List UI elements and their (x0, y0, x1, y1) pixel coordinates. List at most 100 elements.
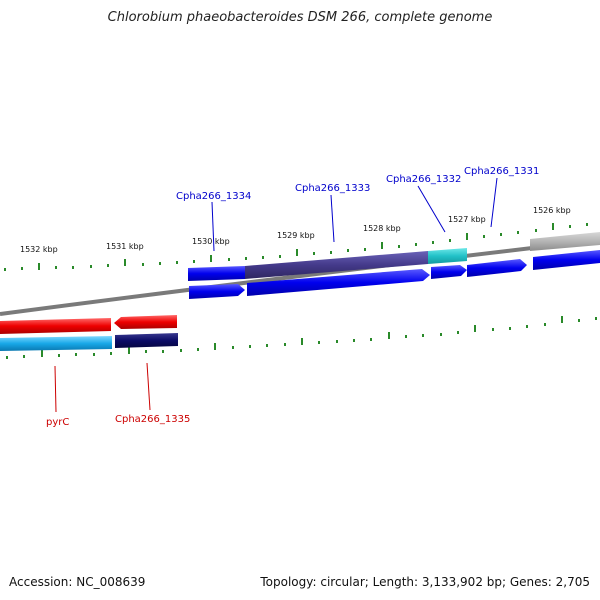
lower-tick-row (6, 316, 597, 359)
tick-mark (145, 350, 147, 353)
cds-arrow-1334[interactable] (189, 284, 245, 299)
tick-mark (415, 243, 417, 246)
tick-mark (128, 347, 130, 354)
tick-mark (432, 241, 434, 244)
tick-mark (21, 267, 23, 270)
reverse-cds-track (0, 315, 177, 334)
tick-mark (561, 316, 563, 323)
tick-mark (347, 249, 349, 252)
tick-mark (58, 354, 60, 357)
tick-mark (535, 229, 537, 232)
tick-mark (107, 264, 109, 267)
tick-mark (595, 317, 597, 320)
tick-mark (457, 331, 459, 334)
tick-mark (159, 262, 161, 265)
tick-mark (492, 328, 494, 331)
tick-mark (6, 356, 8, 359)
tick-mark (197, 348, 199, 351)
tick-mark (398, 245, 400, 248)
cds-arrow-1332[interactable] (431, 265, 467, 279)
tick-mark (449, 239, 451, 242)
tick-mark (279, 255, 281, 258)
tick-mark (381, 242, 383, 249)
gene-label-cpha266-1333[interactable]: Cpha266_1333 (295, 183, 370, 194)
tick-mark (526, 325, 528, 328)
tick-mark (336, 340, 338, 343)
gene-label-cpha266-1335[interactable]: Cpha266_1335 (115, 414, 190, 425)
tick-mark (405, 335, 407, 338)
tick-mark (474, 325, 476, 332)
feature-bar-1333[interactable] (245, 251, 428, 279)
gene-label-pyrc[interactable]: pyrC (46, 417, 69, 428)
tick-mark (313, 252, 315, 255)
upper-tick-row (4, 223, 588, 271)
scale-label-1532: 1532 kbp (20, 245, 58, 254)
tick-mark (23, 355, 25, 358)
tick-mark (210, 255, 212, 262)
tick-mark (162, 350, 164, 353)
leader-line-pyrC (54, 365, 57, 413)
tick-mark (586, 223, 588, 226)
tick-mark (142, 263, 144, 266)
tick-mark (284, 343, 286, 346)
cds-arrow-1330[interactable] (533, 250, 600, 270)
tick-mark (232, 346, 234, 349)
upper-annotation-track (188, 232, 600, 281)
tick-mark (266, 344, 268, 347)
tick-mark (262, 256, 264, 259)
cds-arrow-pyrC[interactable] (0, 318, 111, 334)
tick-mark (4, 268, 6, 271)
tick-mark (364, 248, 366, 251)
leader-line-1332 (417, 185, 446, 233)
tick-mark (440, 333, 442, 336)
tick-mark (180, 349, 182, 352)
scale-label-1531: 1531 kbp (106, 242, 144, 251)
tick-mark (318, 341, 320, 344)
feature-bar-1334[interactable] (188, 266, 245, 281)
scale-label-1528: 1528 kbp (363, 224, 401, 233)
genome-summary: Topology: circular; Length: 3,133,902 bp… (260, 575, 590, 589)
tick-mark (228, 258, 230, 261)
tick-mark (353, 339, 355, 342)
tick-mark (517, 231, 519, 234)
tick-mark (176, 261, 178, 264)
leader-line-1331 (490, 177, 498, 228)
gene-label-cpha266-1334[interactable]: Cpha266_1334 (176, 191, 251, 202)
tick-mark (301, 338, 303, 345)
tick-mark (38, 263, 40, 270)
tick-mark (193, 260, 195, 263)
tick-mark (500, 233, 502, 236)
tick-mark (249, 345, 251, 348)
tick-mark (569, 225, 571, 228)
lower-annotation-track (0, 333, 178, 351)
tick-mark (93, 353, 95, 356)
feature-bar-1332[interactable] (428, 248, 467, 264)
scale-label-1527: 1527 kbp (448, 215, 486, 224)
tick-mark (544, 323, 546, 326)
cds-arrow-1331[interactable] (467, 259, 527, 277)
accession-label: Accession: NC_008639 (9, 575, 146, 589)
scale-label-1529: 1529 kbp (277, 231, 315, 240)
tick-mark (55, 266, 57, 269)
feature-bar-1335[interactable] (115, 333, 178, 348)
leader-line-1333 (330, 194, 335, 243)
cds-arrow-1333[interactable] (247, 269, 430, 296)
forward-cds-track (189, 250, 600, 299)
gene-label-cpha266-1331[interactable]: Cpha266_1331 (464, 166, 539, 177)
tick-mark (330, 251, 332, 254)
tick-mark (90, 265, 92, 268)
leader-line-1335 (146, 362, 151, 411)
genome-backbone (0, 238, 600, 316)
feature-bar-pyrC[interactable] (0, 336, 112, 351)
tick-mark (370, 338, 372, 341)
tick-mark (110, 352, 112, 355)
scale-label-1526: 1526 kbp (533, 206, 571, 215)
tick-mark (509, 327, 511, 330)
tick-mark (422, 334, 424, 337)
cds-arrow-1335[interactable] (114, 315, 177, 329)
feature-bar-1330[interactable] (530, 232, 600, 251)
gene-label-cpha266-1332[interactable]: Cpha266_1332 (386, 174, 461, 185)
tick-mark (578, 319, 580, 322)
tick-mark (124, 259, 126, 266)
tick-mark (245, 257, 247, 260)
